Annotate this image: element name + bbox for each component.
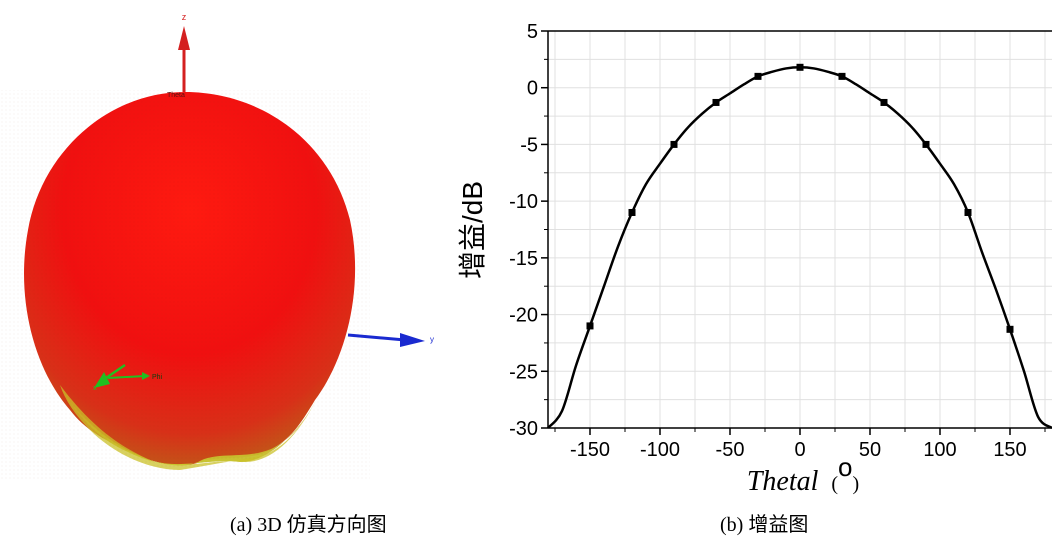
gain-markers [586, 63, 1014, 333]
y-tick-label: 5 [527, 21, 538, 43]
gain-chart: 50-5-10-15-20-25-30-150 -100 -50 0 50 100 150 … [457, 21, 1052, 497]
y-tick-label: -30 [509, 418, 538, 440]
y-axis-arrow [400, 333, 425, 347]
y-tick-label: -25 [509, 361, 538, 383]
x-tick-label: -150 [570, 439, 610, 461]
y-tick-label: -5 [520, 134, 538, 156]
x-axis-title-main: Thetal [747, 466, 819, 497]
x-axis-title: Thetal (o) [747, 452, 859, 497]
x-tick-label: 50 [859, 439, 881, 461]
x-axis-title-unit: ( [831, 473, 838, 495]
x-axis-label: x [93, 385, 97, 392]
z-axis-arrow [178, 26, 190, 50]
x-tick-label: 0 [794, 439, 805, 461]
data-point-marker [754, 72, 762, 80]
radiation-pattern-3d: z Theta y x Phi [0, 12, 434, 480]
x-axis-arrow [94, 372, 110, 388]
data-point-marker [838, 72, 846, 80]
tick-labels: 50-5-10-15-20-25-30-150 -100 -50 0 50 100 150 [509, 21, 1027, 461]
data-point-marker [796, 63, 804, 71]
data-point-marker [1006, 325, 1014, 333]
x-axis-title-unit-sup: o [838, 452, 852, 482]
x-tick-label: 100 [923, 439, 956, 461]
x-tick-label: -50 [716, 439, 745, 461]
z-axis-label: z [182, 12, 187, 22]
y-tick-label: -20 [509, 305, 538, 327]
axes [541, 30, 1052, 435]
caption-3d-pattern: (a) 3D 仿真方向图 [230, 514, 387, 536]
data-point-marker [712, 98, 720, 106]
data-point-marker [964, 208, 972, 216]
data-point-marker [628, 208, 636, 216]
y-tick-label: 0 [527, 78, 538, 100]
data-point-marker [922, 140, 930, 148]
x-tick-label: -100 [640, 439, 680, 461]
theta-label: Theta [167, 92, 185, 99]
data-point-marker [586, 322, 594, 330]
phi-label: Phi [152, 374, 163, 381]
y-axis-label: y [430, 335, 434, 344]
phi-axis-arrow [142, 372, 150, 380]
data-point-marker [880, 98, 888, 106]
y-tick-label: -15 [509, 248, 538, 270]
data-point-marker [670, 140, 678, 148]
caption-gain-chart: (b) 增益图 [720, 514, 809, 536]
y-tick-label: -10 [509, 191, 538, 213]
y-axis-title: 增益/dB [457, 181, 488, 279]
x-tick-label: 150 [993, 439, 1026, 461]
